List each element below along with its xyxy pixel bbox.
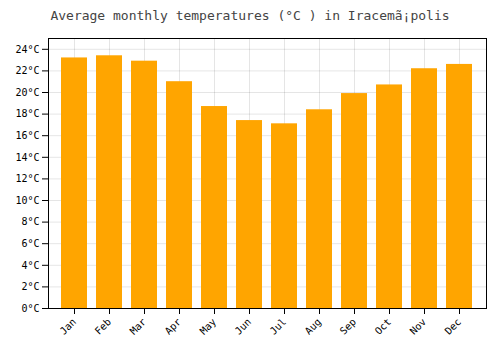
svg-text:Sep: Sep <box>338 316 359 337</box>
svg-text:4°C: 4°C <box>21 260 39 271</box>
svg-text:24°C: 24°C <box>15 44 39 55</box>
svg-text:Nov: Nov <box>408 316 429 337</box>
svg-text:May: May <box>198 316 219 337</box>
svg-text:10°C: 10°C <box>15 195 39 206</box>
svg-text:Apr: Apr <box>163 316 184 337</box>
svg-text:14°C: 14°C <box>15 152 39 163</box>
svg-text:Jul: Jul <box>268 316 289 337</box>
svg-text:Aug: Aug <box>303 316 324 337</box>
svg-text:Mar: Mar <box>128 316 149 337</box>
svg-text:0°C: 0°C <box>21 303 39 314</box>
svg-text:6°C: 6°C <box>21 238 39 249</box>
svg-text:Dec: Dec <box>443 316 464 337</box>
svg-text:2°C: 2°C <box>21 281 39 292</box>
svg-text:Jan: Jan <box>58 316 79 337</box>
svg-text:8°C: 8°C <box>21 216 39 227</box>
svg-text:12°C: 12°C <box>15 173 39 184</box>
svg-text:Jun: Jun <box>233 316 254 337</box>
svg-text:Feb: Feb <box>93 316 114 337</box>
svg-text:18°C: 18°C <box>15 108 39 119</box>
html-text:Average monthly temperatures (: Average monthly temperatures (°C ) in Ir… <box>50 8 450 23</box>
svg-text:Oct: Oct <box>373 316 394 337</box>
svg-text:22°C: 22°C <box>15 65 39 76</box>
svg-text:16°C: 16°C <box>15 130 39 141</box>
svg-text:20°C: 20°C <box>15 87 39 98</box>
